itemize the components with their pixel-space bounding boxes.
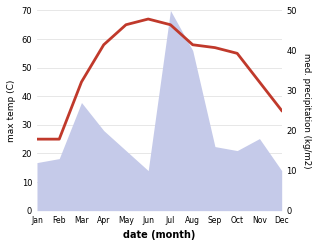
Y-axis label: max temp (C): max temp (C) xyxy=(7,79,16,142)
X-axis label: date (month): date (month) xyxy=(123,230,196,240)
Y-axis label: med. precipitation (kg/m2): med. precipitation (kg/m2) xyxy=(302,53,311,168)
